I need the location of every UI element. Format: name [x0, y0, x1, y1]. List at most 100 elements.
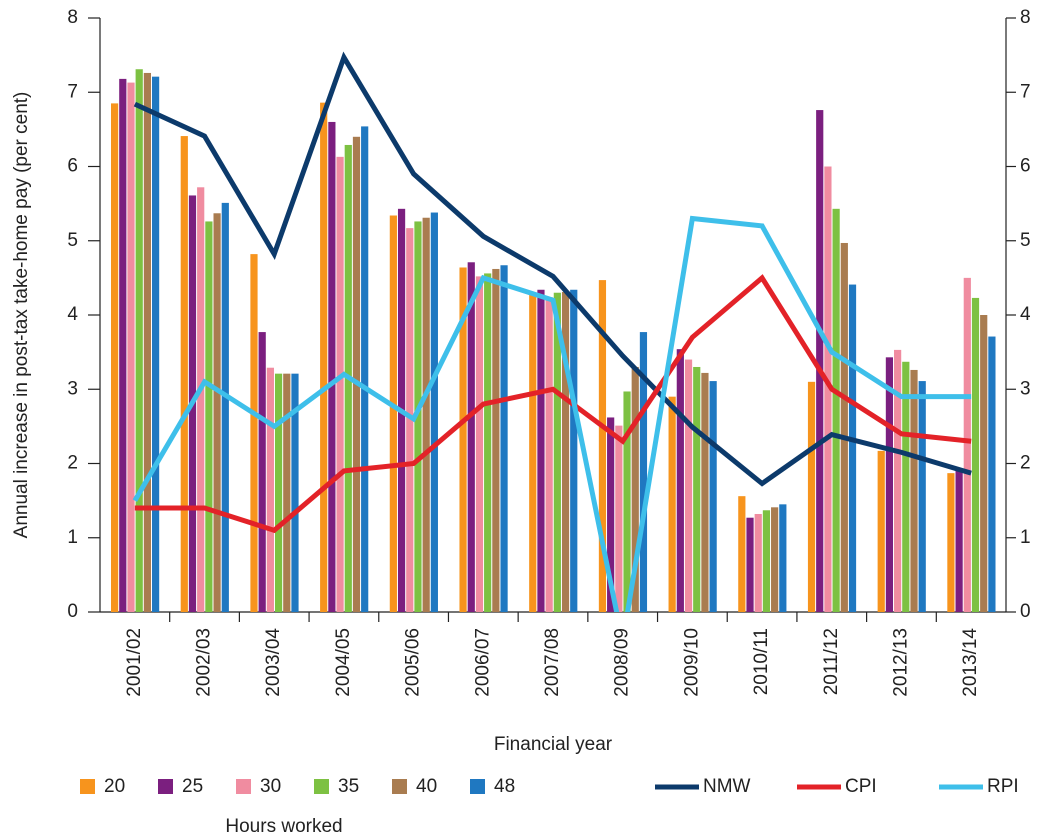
- bar: [623, 391, 631, 612]
- legend-label: RPI: [987, 776, 1019, 797]
- bar: [119, 78, 127, 612]
- bar: [947, 473, 955, 612]
- bar: [205, 221, 213, 612]
- bar: [389, 215, 397, 612]
- x-tick-label: 2001/02: [124, 628, 145, 697]
- bar: [807, 381, 816, 612]
- bar: [352, 136, 361, 613]
- bar: [746, 517, 754, 612]
- bar: [180, 136, 188, 612]
- bar: [143, 72, 151, 612]
- bar: [213, 213, 221, 612]
- bar: [877, 450, 885, 612]
- legend-swatch: [236, 779, 251, 794]
- bar: [607, 417, 615, 612]
- y2-tick-label: 7: [1020, 81, 1031, 102]
- line: [134, 274, 972, 534]
- legend-swatch: [158, 779, 173, 794]
- legend-label: CPI: [845, 776, 877, 797]
- legend-label: 48: [494, 776, 515, 797]
- legend-title: Hours worked: [225, 816, 342, 837]
- bar: [336, 156, 344, 612]
- legend-label: 20: [104, 776, 125, 797]
- x-tick-label: 2007/08: [542, 628, 563, 697]
- y2-tick-label: 4: [1020, 304, 1031, 325]
- x-tick-label: 2013/14: [960, 628, 981, 697]
- legend-label: 30: [260, 776, 281, 797]
- x-tick-label: 2002/03: [194, 628, 215, 697]
- y2-tick-label: 0: [1020, 601, 1031, 622]
- bar: [918, 381, 926, 612]
- x-axis-label: Financial year: [494, 734, 613, 755]
- bar: [980, 315, 988, 612]
- bar: [484, 273, 492, 612]
- y2-tick-label: 1: [1020, 527, 1031, 548]
- x-tick-label: 2005/06: [403, 628, 424, 697]
- legend-label: 40: [416, 776, 437, 797]
- bar: [414, 221, 422, 612]
- bar: [832, 208, 840, 612]
- bar: [320, 102, 328, 613]
- x-tick-label: 2003/04: [263, 628, 284, 697]
- y2-tick-label: 5: [1020, 230, 1031, 251]
- bar: [779, 504, 787, 612]
- bar: [111, 103, 119, 612]
- bar: [537, 289, 545, 612]
- bar: [545, 297, 553, 612]
- bar: [274, 373, 283, 612]
- y-tick-label: 8: [67, 7, 78, 28]
- bar: [816, 110, 824, 612]
- bar: [430, 212, 438, 612]
- line-layer: [132, 51, 972, 612]
- bar: [283, 373, 291, 612]
- bar: [754, 513, 762, 612]
- bar: [988, 336, 996, 612]
- legend-label: 35: [338, 776, 359, 797]
- line: [133, 51, 972, 487]
- bar: [639, 332, 648, 612]
- bar: [291, 373, 299, 612]
- bar: [598, 280, 607, 612]
- bar: [250, 254, 258, 613]
- bar: [738, 496, 746, 612]
- bar: [492, 268, 500, 612]
- bar: [902, 361, 910, 612]
- x-tick-label: 2011/12: [821, 628, 842, 695]
- legend-label: 25: [182, 776, 203, 797]
- bar: [693, 366, 701, 612]
- bar: [500, 265, 508, 612]
- bar: [668, 396, 676, 612]
- y-tick-label: 2: [67, 453, 78, 474]
- x-tick-label: 2009/10: [681, 628, 702, 697]
- y-tick-label: 6: [67, 156, 78, 177]
- bar: [258, 332, 266, 612]
- bar: [824, 166, 832, 612]
- bar: [631, 366, 639, 612]
- y-tick-label: 3: [67, 378, 78, 399]
- y-axis-label: Annual increase in post-tax take-home pa…: [11, 92, 32, 539]
- bar: [135, 69, 143, 613]
- bar: [422, 217, 430, 613]
- bar: [467, 262, 475, 612]
- legend-swatch: [470, 779, 485, 794]
- bar: [459, 267, 467, 612]
- x-tick-label: 2012/13: [890, 628, 911, 697]
- y2-tick-label: 8: [1020, 7, 1031, 28]
- bar: [127, 82, 135, 612]
- bar: [570, 289, 578, 612]
- bar: [152, 76, 160, 613]
- bar: [840, 242, 848, 613]
- y2-tick-label: 6: [1020, 156, 1031, 177]
- bar: [963, 277, 971, 612]
- bar: [684, 359, 693, 612]
- y-tick-label: 1: [67, 527, 78, 548]
- bar: [328, 121, 336, 612]
- bar: [615, 425, 623, 612]
- bar: [475, 276, 484, 612]
- y-tick-label: 7: [67, 81, 78, 102]
- legend-label: NMW: [703, 776, 751, 797]
- legend-swatch: [80, 779, 95, 794]
- bar: [361, 126, 369, 612]
- line: [132, 215, 972, 612]
